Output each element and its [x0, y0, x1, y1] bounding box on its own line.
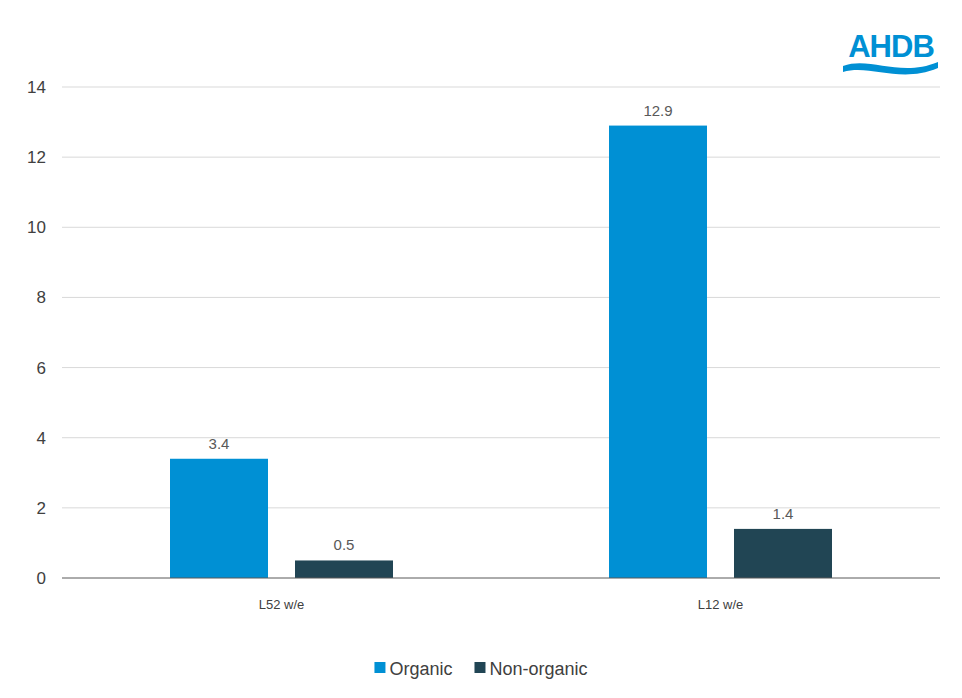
legend-label: Non-organic: [489, 659, 587, 679]
data-label: 3.4: [209, 435, 230, 452]
bar: [609, 126, 707, 578]
data-label: 1.4: [773, 505, 794, 522]
chart: 0 2 4 6 8 10 12 14 L52 w/e L12 w/e 3.4 0.5 12.9 1.4 Or…: [0, 0, 962, 698]
y-tick-label: 6: [37, 359, 46, 378]
y-tick-label: 12: [27, 148, 46, 167]
legend-label: Organic: [389, 659, 452, 679]
data-label: 0.5: [334, 536, 355, 553]
bar: [170, 459, 268, 578]
grid-line: [62, 297, 940, 298]
y-tick-label: 8: [37, 288, 46, 307]
bar: [295, 560, 393, 578]
logo-wave: [843, 62, 938, 74]
x-axis-line: [62, 578, 940, 579]
grid-line: [62, 87, 940, 88]
y-tick-label: 4: [37, 429, 46, 448]
bar: [734, 529, 832, 578]
x-tick-label: L52 w/e: [259, 597, 305, 612]
legend-swatch: [374, 662, 385, 673]
x-tick-label: L12 w/e: [698, 597, 744, 612]
legend: Organic Non-organic: [374, 659, 587, 679]
data-label: 12.9: [643, 102, 672, 119]
y-tick-label: 0: [37, 569, 46, 588]
grid-line: [62, 227, 940, 228]
logo-text: AHDB: [848, 29, 934, 64]
legend-swatch: [474, 662, 485, 673]
bars: [170, 126, 832, 578]
y-tick-label: 2: [37, 499, 46, 518]
grid-line: [62, 157, 940, 158]
y-tick-label: 10: [27, 218, 46, 237]
grid-line: [62, 437, 940, 438]
y-tick-label: 14: [27, 78, 46, 97]
grid-line: [62, 367, 940, 368]
